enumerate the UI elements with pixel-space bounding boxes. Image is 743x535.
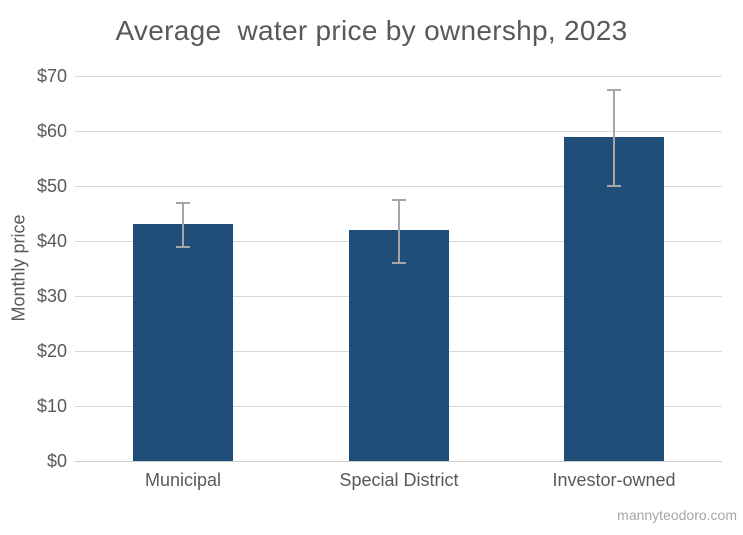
error-bar-cap [607,89,621,91]
y-tick-label: $0 [46,451,67,471]
error-bar-line [398,200,400,263]
gridline [75,76,722,77]
error-bar-line [613,90,615,186]
y-tick-label: $10 [36,396,67,416]
y-tick-label: $30 [36,286,67,306]
error-bar-cap [392,199,406,201]
y-tick-label: $20 [36,341,67,361]
y-tick-label: $70 [36,66,67,86]
x-category-label: Municipal [144,470,222,490]
gridline [75,186,722,187]
error-bar-cap [607,185,621,187]
y-tick-label: $60 [36,121,67,141]
watermark-credit: mannyteodoro.com [617,507,737,523]
y-tick-label: $40 [36,231,67,251]
error-bar-cap [392,262,406,264]
x-category-label: Special District [339,470,459,490]
y-tick-label: $50 [36,176,67,196]
bar-municipal [133,224,233,461]
error-bar-line [182,203,184,247]
gridline [75,131,722,132]
bar-investor-owned [564,137,664,461]
error-bar-cap [176,202,190,204]
x-axis-line [75,461,722,462]
x-category-label: Investor-owned [552,470,676,490]
bar-special-district [349,230,449,461]
error-bar-cap [176,246,190,248]
chart-title: Average water price by ownershp, 2023 [115,15,628,46]
plot-area [75,76,722,462]
